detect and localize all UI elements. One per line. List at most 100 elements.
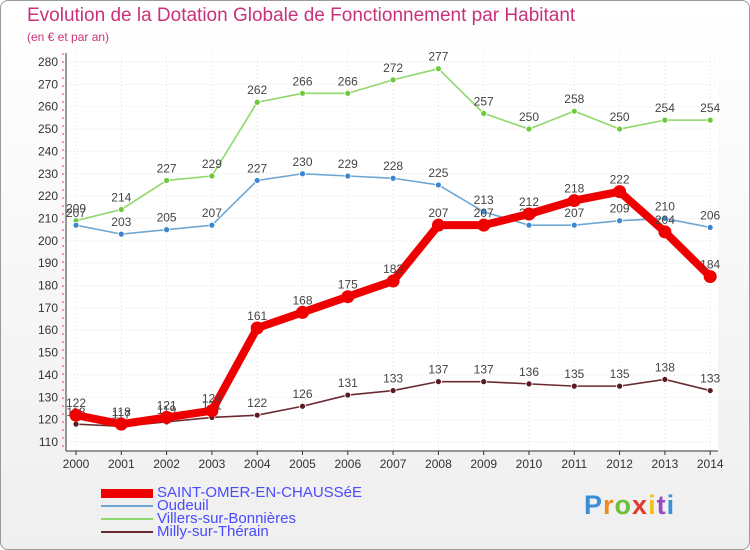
data-label: 207 [428,206,448,220]
data-label: 254 [655,101,675,115]
data-label: 182 [383,262,403,276]
data-label: 137 [428,363,448,377]
data-label: 137 [474,363,494,377]
data-point [296,305,309,319]
x-tick-label: 2006 [334,457,361,471]
data-label: 214 [111,191,131,205]
y-tick-label: 210 [38,211,58,225]
data-point [658,225,672,239]
data-point [208,172,216,180]
data-point [253,98,261,106]
x-tick-label: 2012 [606,457,633,471]
data-label: 121 [157,398,177,412]
proxiti-logo: Proxiti [584,490,675,521]
y-tick-label: 110 [39,435,58,449]
x-tick-label: 2000 [63,457,90,471]
data-point [616,217,623,225]
y-tick-label: 140 [38,368,58,382]
data-point [205,404,219,418]
data-label: 117 [112,407,131,421]
data-point [661,116,669,124]
legend-label: SAINT-OMER-EN-CHAUSSéE [157,484,363,501]
data-label: 225 [428,166,448,180]
data-point [299,170,306,178]
data-label: 126 [292,387,312,401]
data-point [706,224,714,231]
data-label: 228 [383,159,403,173]
y-tick-label: 180 [38,279,58,293]
data-point [661,215,669,222]
data-point [525,380,533,388]
data-label: 209 [610,202,630,216]
logo-letter: t [656,490,667,520]
data-label: 272 [383,61,403,75]
data-point [117,206,125,213]
x-tick-label: 2007 [380,457,407,471]
logo-letter: i [666,490,676,520]
data-label: 212 [519,195,539,209]
data-point [163,226,171,234]
logo-letter: o [614,490,633,520]
data-label: 138 [655,360,675,374]
chart-title: Evolution de la Dotation Globale de Fonc… [27,5,576,26]
data-point [431,218,445,232]
x-tick-label: 2005 [289,457,316,471]
data-label: 133 [383,372,403,386]
data-point [299,89,306,97]
legend-swatch [101,531,153,533]
y-tick-label: 220 [38,189,58,203]
data-label: 135 [564,367,584,381]
x-tick-label: 2010 [516,457,543,471]
y-tick-label: 160 [38,323,58,337]
y-tick-label: 150 [38,346,58,360]
data-label: 133 [700,372,720,386]
data-point [434,378,442,386]
data-point [525,125,533,133]
data-label: 184 [700,258,720,272]
y-tick-label: 200 [38,234,58,248]
data-point [344,172,352,180]
data-label: 210 [655,199,675,213]
data-point [570,107,578,115]
data-label: 230 [292,155,312,169]
logo-letter: i [648,490,657,520]
data-point [250,321,264,335]
data-point [344,391,352,399]
data-label: 161 [247,309,267,323]
data-label: 207 [66,206,86,220]
data-label: 222 [610,173,630,187]
data-label: 122 [247,396,267,410]
data-point [477,218,491,232]
legend-swatch [101,488,153,498]
data-label: 229 [338,157,358,171]
logo-letter: P [584,490,604,520]
legend-label: Milly-sur-Thérain [157,523,269,540]
legend-label: Villers-sur-Bonnières [157,510,296,527]
data-point [389,387,397,394]
data-label: 254 [700,101,720,115]
y-tick-label: 170 [38,301,58,315]
data-point [114,417,128,431]
x-tick-label: 2013 [652,457,679,471]
data-point [706,387,714,394]
data-label: 266 [338,74,358,88]
data-point [341,290,355,304]
data-label: 207 [564,206,584,220]
data-point [253,177,261,184]
data-label: 205 [157,211,177,225]
data-point [567,194,581,208]
y-tick-label: 130 [38,390,58,404]
y-tick-label: 120 [38,413,58,427]
y-tick-label: 230 [38,167,58,181]
data-point [480,378,488,386]
data-label: 266 [292,74,312,88]
data-point [69,408,83,422]
data-point [434,65,442,73]
x-tick-label: 2004 [244,457,271,471]
data-point [480,110,488,117]
data-label: 206 [700,208,720,222]
x-tick-label: 2003 [199,457,226,471]
data-label: 136 [519,365,539,379]
